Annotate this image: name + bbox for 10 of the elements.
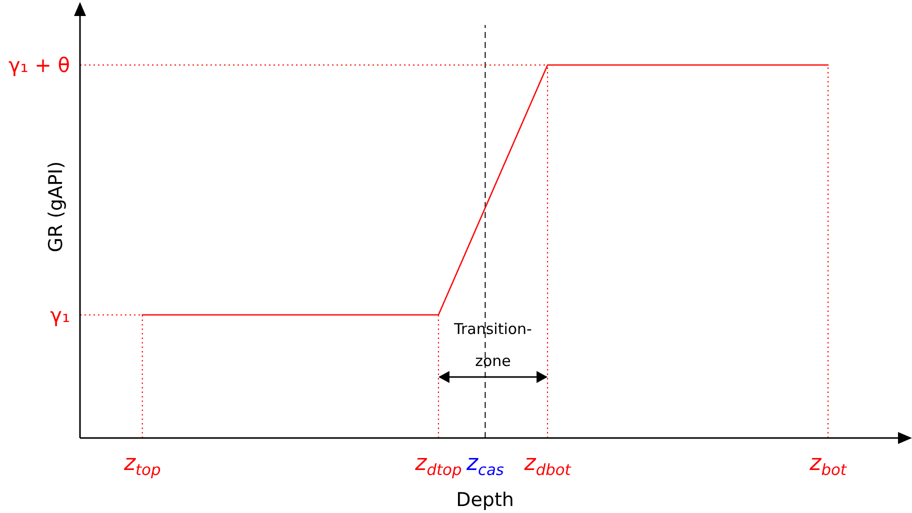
annotation: Transition-zone	[453, 320, 532, 370]
x-tick-label: z$_{bot}$	[808, 451, 848, 478]
x-tick-label: z$_{top}$	[122, 451, 161, 478]
ref-line-label: γ₁	[50, 302, 70, 327]
ref-line-label: γ₁ + θ	[8, 53, 70, 77]
y-axis-title: GR (gAPI)	[45, 161, 67, 252]
x-tick-label: z$_{cas}$	[465, 451, 504, 478]
x-axis-title: Depth	[456, 489, 514, 511]
x-tick-label: z$_{dbot}$	[523, 451, 572, 478]
x-tick-label: z$_{dtop}$	[414, 451, 462, 478]
